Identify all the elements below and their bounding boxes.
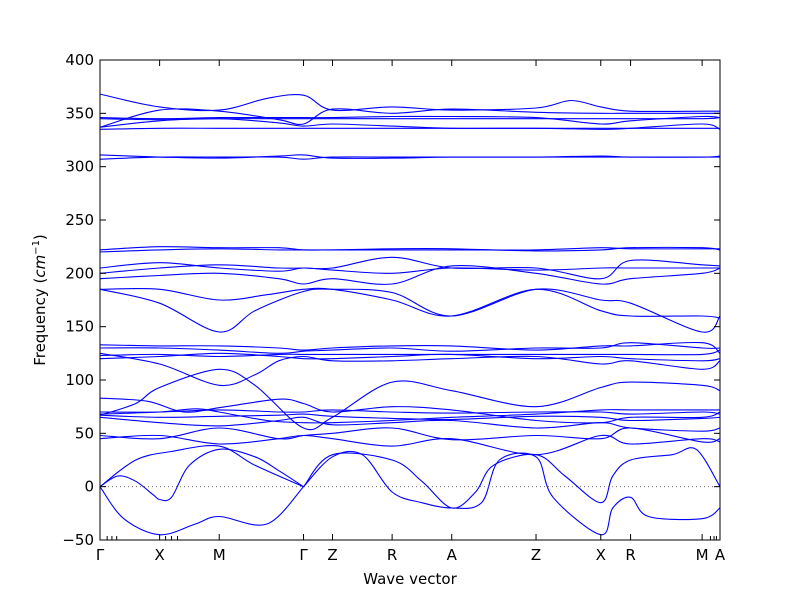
band-lines	[100, 93, 720, 536]
band-line-1	[100, 448, 304, 502]
y-tick-label: −50	[62, 531, 94, 549]
y-axis-title-close: )	[31, 234, 49, 240]
band-line-13	[100, 408, 720, 424]
x-tick-label: Γ	[299, 546, 308, 564]
y-tick-label: 150	[65, 318, 94, 336]
x-tick-label: Z	[327, 546, 337, 564]
band-line-30	[100, 117, 720, 121]
band-line-15	[100, 349, 720, 358]
band-line-21	[100, 265, 720, 285]
y-axis-title-text: Frequency (	[31, 278, 49, 366]
y-tick-label: 200	[65, 264, 94, 282]
y-tick-label: 50	[75, 424, 94, 442]
band-line-11	[100, 397, 720, 424]
band-line-5	[303, 447, 720, 509]
band-line-25	[100, 246, 720, 252]
x-tick-label: Z	[531, 546, 541, 564]
band-line-9	[100, 413, 720, 422]
y-tick-label: 300	[65, 158, 94, 176]
y-axis-title-unit: cm	[31, 255, 49, 278]
y-tick-label: 400	[65, 51, 94, 69]
band-line-32	[100, 93, 720, 113]
band-line-24	[100, 247, 720, 253]
y-tick-label: 100	[65, 371, 94, 389]
x-tick-label: X	[596, 546, 606, 564]
band-line-20	[100, 287, 720, 319]
x-tick-label: M	[213, 546, 226, 564]
band-line-17	[100, 341, 720, 354]
band-line-3	[100, 445, 304, 488]
band-line-19	[100, 288, 720, 333]
band-line-33	[100, 108, 720, 128]
band-line-16	[100, 342, 720, 354]
x-tick-label: R	[387, 546, 397, 564]
y-tick-label: 250	[65, 211, 94, 229]
y-tick-label: 0	[84, 478, 94, 496]
band-line-31	[100, 115, 720, 125]
band-line-22	[100, 256, 720, 280]
y-axis-title-exponent: −1	[31, 240, 42, 255]
x-tick-label: A	[447, 546, 458, 564]
band-line-27	[100, 154, 720, 159]
x-axis-title: Wave vector	[363, 570, 457, 588]
x-tick-label: R	[625, 546, 635, 564]
x-tick-label: X	[154, 546, 164, 564]
band-line-4	[303, 450, 720, 536]
y-axis-ticks: −50 0 50 100 150 200 250 300 350 400	[62, 51, 720, 549]
y-tick-label: 350	[65, 104, 94, 122]
band-line-6	[100, 434, 720, 456]
x-tick-label: Γ	[96, 546, 105, 564]
band-line-10	[100, 409, 720, 415]
y-axis-title: Frequency (cm−1)	[31, 234, 49, 366]
x-tick-label: A	[715, 546, 726, 564]
band-line-2	[100, 486, 304, 536]
x-tick-label: M	[696, 546, 709, 564]
band-line-18	[100, 352, 720, 387]
band-line-8	[100, 416, 720, 432]
plot-frame	[99, 59, 721, 541]
band-line-12	[100, 368, 720, 431]
band-line-14	[100, 352, 720, 362]
band-line-23	[100, 262, 720, 274]
